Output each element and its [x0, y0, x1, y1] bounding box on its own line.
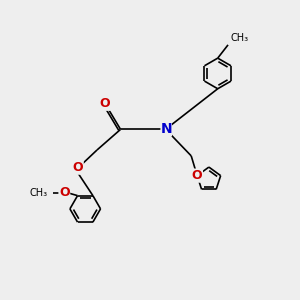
Text: O: O [192, 169, 203, 182]
Text: CH₃: CH₃ [230, 32, 248, 43]
Text: O: O [100, 97, 110, 110]
Text: CH₃: CH₃ [30, 188, 48, 198]
Text: O: O [73, 161, 83, 174]
Text: O: O [59, 186, 70, 199]
Text: N: N [160, 122, 172, 136]
